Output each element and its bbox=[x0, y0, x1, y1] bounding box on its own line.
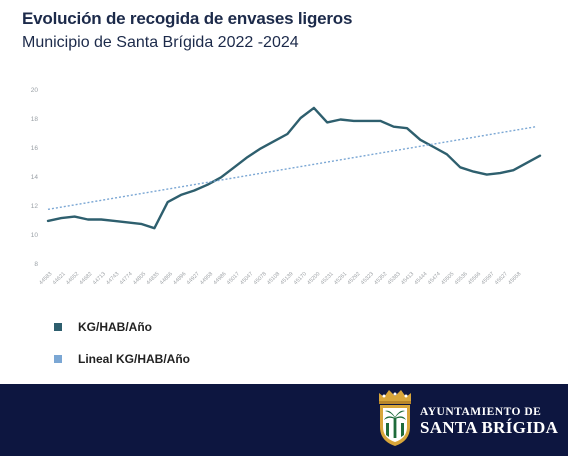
x-tick-label: 45261 bbox=[333, 271, 348, 286]
x-tick-label: 45352 bbox=[373, 271, 388, 286]
x-tick-label: 45231 bbox=[320, 271, 335, 286]
y-tick-label: 14 bbox=[31, 174, 39, 181]
x-tick-label: 44682 bbox=[79, 271, 94, 286]
series-line-kg-hab-ano bbox=[46, 106, 542, 230]
x-tick-label: 45047 bbox=[239, 271, 254, 286]
x-tick-label: 45536 bbox=[454, 271, 469, 286]
legend-item-lineal: Lineal KG/HAB/Año bbox=[54, 352, 190, 366]
footer-org-line1: AYUNTAMIENTO DE bbox=[420, 406, 542, 418]
legend-label-kg-hab-ano: KG/HAB/Año bbox=[78, 320, 152, 334]
y-tick-label: 10 bbox=[31, 232, 39, 239]
x-tick-label: 44621 bbox=[52, 271, 67, 286]
x-tick-label: 44713 bbox=[92, 271, 107, 286]
y-tick-label: 8 bbox=[34, 261, 38, 268]
x-tick-label: 45323 bbox=[360, 271, 375, 286]
x-tick-label: 45474 bbox=[427, 271, 442, 286]
x-tick-label: 44652 bbox=[65, 271, 80, 286]
x-tick-label: 45597 bbox=[481, 271, 496, 286]
legend-label-lineal: Lineal KG/HAB/Año bbox=[78, 352, 191, 366]
x-tick-label: 44743 bbox=[105, 271, 120, 286]
legend-item-kg-hab-ano: KG/HAB/Año bbox=[54, 320, 152, 334]
x-tick-label: 44866 bbox=[159, 271, 174, 286]
x-tick-label: 45017 bbox=[226, 271, 241, 286]
x-tick-label: 45170 bbox=[293, 271, 308, 286]
x-tick-label: 45566 bbox=[467, 271, 482, 286]
x-tick-label: 45292 bbox=[347, 271, 362, 286]
x-tick-label: 45078 bbox=[253, 271, 268, 286]
x-tick-label: 45108 bbox=[266, 271, 281, 286]
footer-org-line2: SANTA BRÍGIDA bbox=[420, 418, 559, 437]
x-tick-label: 45200 bbox=[306, 271, 321, 286]
x-tick-label: 45658 bbox=[507, 271, 522, 286]
y-tick-label: 12 bbox=[31, 203, 39, 210]
x-tick-label: 44774 bbox=[119, 271, 134, 286]
x-tick-label: 44958 bbox=[199, 271, 214, 286]
x-tick-label: 44896 bbox=[172, 271, 187, 286]
series-line-lineal-kg-hab-ano bbox=[47, 126, 537, 211]
x-tick-label: 45505 bbox=[440, 271, 455, 286]
chart-title: Evolución de recogida de envases ligeros bbox=[22, 9, 353, 28]
x-tick-label: 44927 bbox=[186, 271, 201, 286]
x-tick-label: 44835 bbox=[146, 271, 161, 286]
municipal-crest-icon bbox=[379, 390, 411, 446]
x-tick-label: 45139 bbox=[280, 271, 295, 286]
x-tick-label: 45413 bbox=[400, 271, 415, 286]
legend-swatch-lineal bbox=[54, 355, 62, 363]
y-tick-label: 18 bbox=[31, 116, 39, 123]
line-chart: 8101214161820445834462144652446824471344… bbox=[31, 87, 542, 286]
chart-subtitle: Municipio de Santa Brígida 2022 -2024 bbox=[22, 34, 299, 51]
footer-banner: AYUNTAMIENTO DE SANTA BRÍGIDA bbox=[0, 384, 568, 456]
legend-swatch-kg-hab-ano bbox=[54, 323, 62, 331]
y-tick-label: 20 bbox=[31, 87, 39, 94]
x-tick-label: 44986 bbox=[213, 271, 228, 286]
x-tick-label: 44583 bbox=[38, 271, 53, 286]
y-tick-label: 16 bbox=[31, 145, 39, 152]
x-tick-label: 45383 bbox=[387, 271, 402, 286]
x-tick-label: 44805 bbox=[132, 271, 147, 286]
x-tick-label: 45444 bbox=[414, 271, 429, 286]
x-tick-label: 45627 bbox=[494, 271, 509, 286]
